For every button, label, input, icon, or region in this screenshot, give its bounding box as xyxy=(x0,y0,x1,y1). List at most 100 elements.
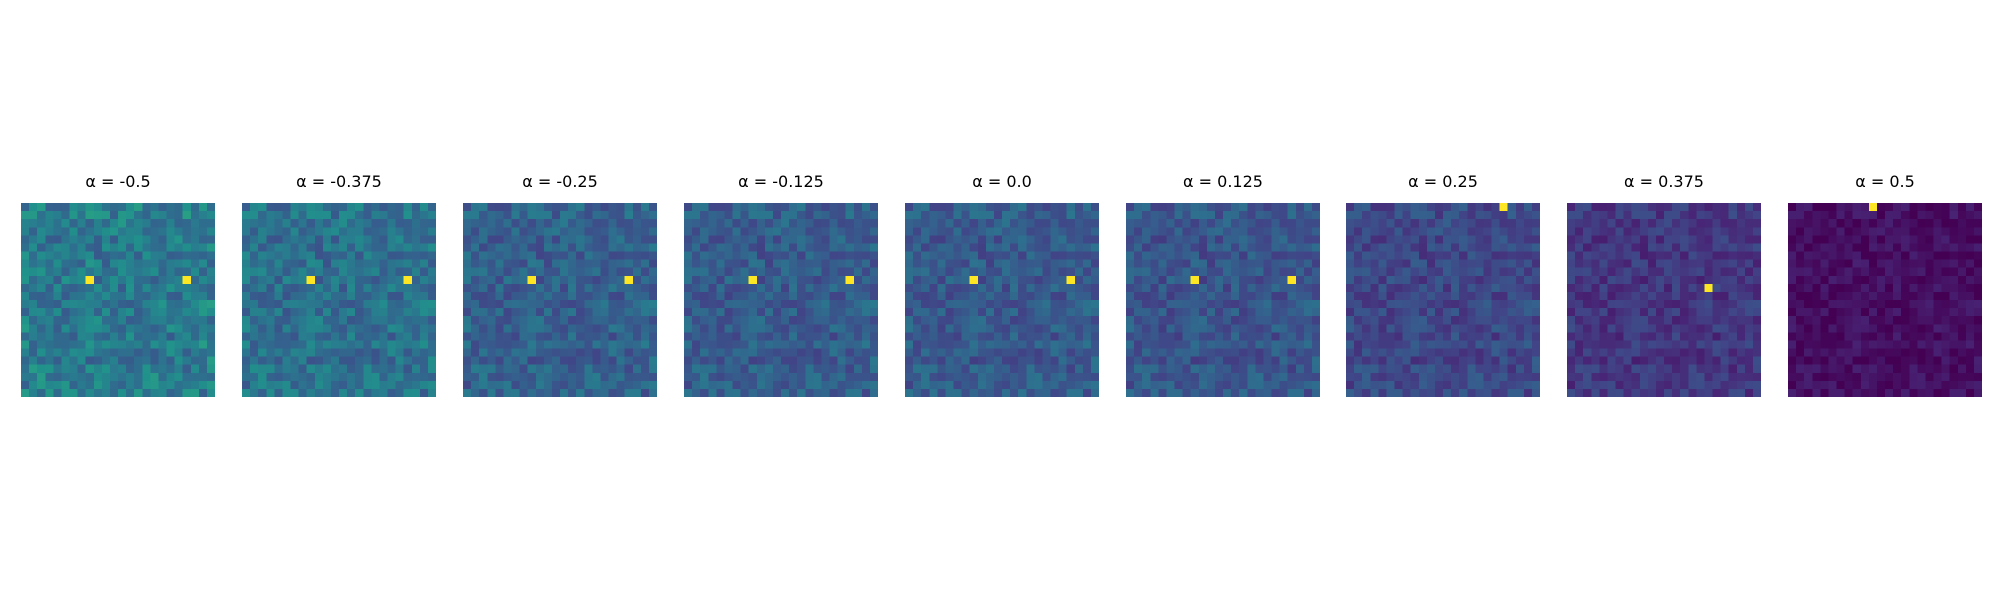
heatmap-cell xyxy=(1295,300,1305,309)
heatmap-cell xyxy=(198,283,208,293)
heatmap-cell xyxy=(648,275,657,285)
heatmap-cell xyxy=(1704,211,1713,220)
heatmap-cell xyxy=(190,364,200,373)
heatmap-cell xyxy=(479,316,488,325)
heatmap-cell xyxy=(1370,380,1379,390)
heatmap-cell xyxy=(837,324,846,333)
heatmap-cell xyxy=(242,283,251,293)
heatmap-cell xyxy=(748,203,757,212)
heatmap-cell xyxy=(206,203,215,212)
heatmap-cell xyxy=(53,308,62,317)
heatmap-cell xyxy=(640,388,650,397)
heatmap-cell xyxy=(134,356,143,365)
heatmap-cell xyxy=(1018,380,1027,390)
heatmap-cell xyxy=(487,348,496,357)
heatmap-cell xyxy=(829,356,838,365)
heatmap-cell xyxy=(1311,283,1320,293)
heatmap-cell xyxy=(1752,243,1761,252)
heatmap-cell xyxy=(371,332,380,341)
heatmap-cell xyxy=(1696,316,1705,325)
heatmap-cell xyxy=(1933,219,1942,228)
heatmap-cell xyxy=(1231,300,1240,309)
heatmap-cell xyxy=(1295,388,1305,397)
heatmap-cell xyxy=(142,372,151,382)
heatmap-cell xyxy=(1607,332,1616,341)
heatmap-cell xyxy=(1082,356,1092,365)
heatmap-cell xyxy=(1965,211,1975,220)
heatmap-cell xyxy=(1370,219,1379,228)
heatmap-cell xyxy=(206,235,215,244)
heatmap-cell xyxy=(543,267,553,276)
heatmap-cell xyxy=(298,324,307,333)
heatmap-cell xyxy=(1965,219,1975,228)
heatmap-cell xyxy=(829,275,838,285)
heatmap-cell xyxy=(1491,372,1500,382)
heatmap-cell xyxy=(1973,211,1982,220)
heatmap-cell xyxy=(781,380,790,390)
heatmap-cell xyxy=(684,283,693,293)
heatmap-cell xyxy=(347,283,356,293)
heatmap-cell xyxy=(1728,291,1737,301)
heatmap-cell xyxy=(1034,235,1043,244)
heatmap-cell xyxy=(1796,275,1805,285)
heatmap-cell xyxy=(1796,251,1805,260)
heatmap-cell xyxy=(1499,251,1508,260)
heatmap-cell xyxy=(1720,275,1729,285)
heatmap-cell xyxy=(101,251,111,260)
heatmap-cell xyxy=(1567,227,1576,236)
heatmap-cell xyxy=(535,259,545,268)
heatmap-cell xyxy=(355,227,364,236)
heatmap-cell xyxy=(724,275,733,285)
heatmap-cell xyxy=(905,235,914,244)
heatmap-cell xyxy=(1885,275,1894,285)
heatmap-cell xyxy=(1736,219,1746,228)
heatmap-cell xyxy=(1198,340,1208,349)
heatmap-cell xyxy=(330,283,340,293)
heatmap-cell xyxy=(1744,291,1754,301)
heatmap-cell xyxy=(1386,259,1395,268)
heatmap-cell xyxy=(648,340,657,349)
heatmap-cell xyxy=(1615,243,1624,252)
heatmap-cell xyxy=(1957,251,1967,260)
heatmap-cell xyxy=(1507,203,1516,212)
heatmap-cell xyxy=(648,300,657,309)
heatmap-cell xyxy=(190,340,200,349)
heatmap-cell xyxy=(764,235,774,244)
heatmap-cell xyxy=(1615,251,1624,260)
heatmap-cell xyxy=(1639,388,1649,397)
heatmap-cell xyxy=(290,324,299,333)
heatmap-cell xyxy=(1828,211,1837,220)
heatmap-cell xyxy=(274,203,283,212)
heatmap-cell xyxy=(756,380,766,390)
heatmap-cell xyxy=(913,388,922,397)
heatmap-cell xyxy=(1712,388,1721,397)
heatmap-cell xyxy=(756,283,766,293)
heatmap-cell xyxy=(560,219,569,228)
heatmap-cell xyxy=(829,300,838,309)
heatmap-cell xyxy=(1150,364,1159,373)
heatmap-cell xyxy=(1788,300,1797,309)
heatmap-cell xyxy=(692,251,701,260)
heatmap-cell xyxy=(166,324,175,333)
heatmap-cell xyxy=(543,235,553,244)
heatmap-cell xyxy=(1082,388,1092,397)
heatmap-cell xyxy=(837,251,846,260)
heatmap-cell xyxy=(1599,308,1608,317)
heatmap-cell xyxy=(1515,316,1525,325)
heatmap-cell xyxy=(1247,251,1256,260)
heatmap-cell xyxy=(985,356,995,365)
heatmap-cell xyxy=(463,316,472,325)
heatmap-cell xyxy=(1664,340,1673,349)
heatmap-cell xyxy=(1394,227,1403,236)
heatmap-cell xyxy=(1631,259,1640,268)
heatmap-cell xyxy=(503,283,512,293)
heatmap-cell xyxy=(1434,235,1444,244)
heatmap-cell xyxy=(182,316,191,325)
heatmap-cell xyxy=(1664,348,1673,357)
heatmap-cell xyxy=(1909,235,1918,244)
heatmap-cell xyxy=(503,251,512,260)
heatmap-cell xyxy=(1531,291,1540,301)
heatmap-cell xyxy=(45,300,54,309)
heatmap-cell xyxy=(61,219,70,228)
heatmap-cell xyxy=(1239,251,1248,260)
